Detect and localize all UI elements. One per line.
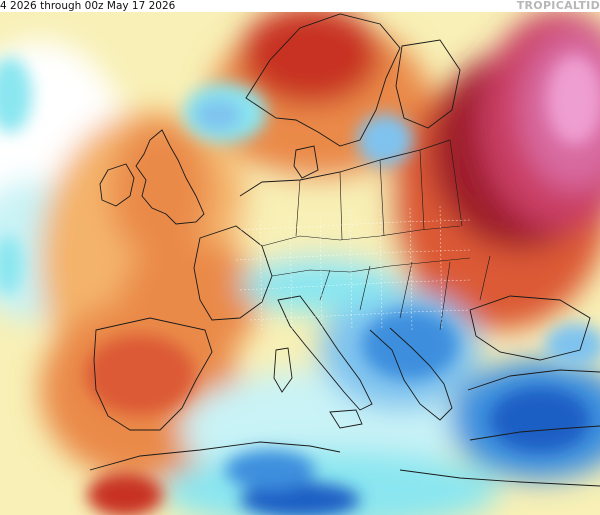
admin-border-lines xyxy=(235,205,471,331)
coast-france xyxy=(193,225,273,321)
field-baltic-blue xyxy=(357,114,413,166)
field-turkey-deepblue xyxy=(490,388,590,452)
field-east-cyan xyxy=(545,323,600,367)
field-norway-red xyxy=(240,5,380,105)
field-russia-pink xyxy=(547,55,600,145)
admin-borders xyxy=(235,205,471,331)
coast-iberia xyxy=(93,317,213,431)
field-westatlantic-cyan xyxy=(0,57,32,133)
coast-scandinavia xyxy=(245,13,401,147)
coast-great-britain xyxy=(135,129,205,225)
field-nafrica-blue xyxy=(225,450,315,490)
period-label: 4 2026 through 00z May 17 2026 xyxy=(0,0,176,12)
field-westatlantic-cyan-2 xyxy=(0,235,23,295)
map-outlines xyxy=(89,13,600,487)
coast-sardinia xyxy=(273,347,293,393)
field-uk-orange xyxy=(110,120,210,260)
coast-turkey xyxy=(467,369,600,441)
coast-balkans xyxy=(369,327,453,421)
field-balkans-deepblue xyxy=(362,310,458,380)
field-sw-iberia-red xyxy=(87,473,163,515)
coast-finland xyxy=(395,39,461,129)
coast-denmark xyxy=(293,145,319,179)
field-alps-cyan xyxy=(240,257,400,313)
coast-black-sea xyxy=(469,295,591,361)
brand-watermark: TROPICALTID xyxy=(516,0,600,12)
coast-ireland xyxy=(99,163,135,207)
field-nafrica-deepblue xyxy=(240,482,360,515)
coast-italy xyxy=(277,295,373,411)
coast-sicily xyxy=(329,409,363,429)
map-header: 4 2026 through 00z May 17 2026 TROPICALT… xyxy=(0,0,600,12)
field-atlantic-lightblue-blob xyxy=(194,99,242,131)
coast-north-africa xyxy=(89,441,600,487)
field-iberia-red xyxy=(85,335,195,415)
border-lines xyxy=(261,139,491,331)
